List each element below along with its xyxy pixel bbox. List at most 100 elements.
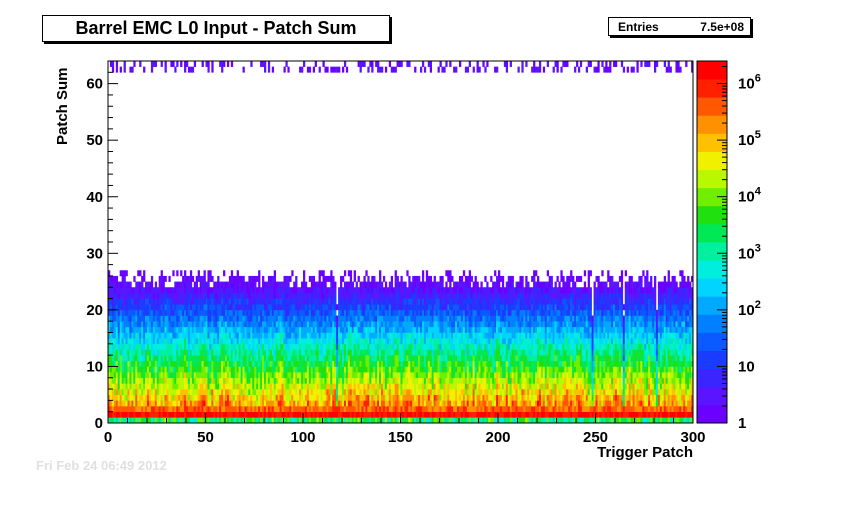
heatmap-cell (121, 372, 124, 379)
heatmap-cell (244, 343, 247, 350)
heatmap-cell (402, 309, 405, 316)
heatmap-cell (240, 394, 243, 401)
heatmap-cell (232, 304, 236, 311)
heatmap-cell (457, 338, 460, 345)
heatmap-cell (459, 292, 462, 299)
heatmap-cell (108, 292, 111, 299)
heatmap-cell (121, 287, 124, 294)
heatmap-cell (429, 66, 432, 73)
heatmap-cell (187, 343, 191, 350)
heatmap-cell (228, 315, 232, 322)
heatmap-cell (152, 304, 156, 311)
heatmap-cell (373, 298, 376, 305)
heatmap-cell (182, 372, 185, 379)
heatmap-cell (256, 400, 259, 407)
heatmap-cell (109, 326, 113, 333)
heatmap-cell (449, 406, 452, 412)
heatmap-cell (264, 372, 267, 379)
heatmap-cell (361, 366, 364, 373)
heatmap-cell (189, 360, 193, 367)
heatmap-cell (320, 400, 323, 407)
heatmap-cell (347, 270, 351, 277)
heatmap-cell (318, 270, 321, 277)
heatmap-cell (457, 372, 460, 379)
heatmap-cell (381, 304, 384, 311)
heatmap-cell (390, 321, 393, 328)
heatmap-cell (373, 360, 376, 367)
heatmap-cell (423, 417, 427, 424)
heatmap-cell (275, 287, 278, 294)
heatmap-cell (441, 304, 444, 311)
heatmap-cell (462, 292, 466, 299)
heatmap-cell (384, 338, 388, 345)
heatmap-cell (451, 275, 454, 282)
heatmap-cell (322, 372, 325, 379)
heatmap-cell (267, 275, 271, 282)
heatmap-cell (244, 281, 247, 288)
heatmap-cell (121, 394, 124, 401)
heatmap-cell (264, 417, 267, 424)
heatmap-cell (215, 400, 218, 407)
heatmap-cell (281, 377, 284, 384)
heatmap-cell (404, 411, 407, 418)
heatmap-cell (340, 400, 343, 407)
heatmap-cell (478, 383, 481, 390)
heatmap-cell (365, 383, 368, 390)
heatmap-cell (388, 287, 392, 294)
heatmap-cell (295, 321, 298, 328)
heatmap-cell (351, 321, 354, 328)
heatmap-cell (418, 389, 421, 396)
heatmap-cell (361, 321, 364, 328)
heatmap-cell (334, 326, 337, 333)
heatmap-cell (275, 332, 278, 339)
heatmap-cell (312, 383, 315, 390)
heatmap-cell (308, 360, 312, 367)
heatmap-cell (248, 400, 251, 407)
heatmap-cell (328, 394, 331, 401)
heatmap-cell (152, 377, 156, 384)
heatmap-cell (211, 315, 214, 322)
heatmap-cell (361, 338, 364, 345)
heatmap-cell (246, 309, 249, 316)
heatmap-cell (303, 270, 306, 277)
heatmap-cell (392, 349, 395, 356)
heatmap-cell (349, 377, 353, 384)
heatmap-cell (361, 309, 364, 316)
heatmap-cell (154, 298, 158, 305)
heatmap-cell (256, 360, 259, 367)
heatmap-cell (466, 287, 470, 294)
heatmap-cell (472, 66, 475, 73)
heatmap-cell (273, 355, 276, 362)
heatmap-cell (267, 406, 271, 412)
heatmap-cell (355, 394, 358, 401)
heatmap-cell (396, 292, 399, 299)
heatmap-cell (445, 394, 448, 401)
heatmap-cell (207, 304, 210, 311)
heatmap-cell (283, 309, 286, 316)
heatmap-cell (244, 326, 247, 333)
heatmap-cell (476, 406, 479, 412)
heatmap-cell (390, 66, 393, 73)
heatmap-cell (365, 304, 368, 311)
heatmap-cell (260, 417, 263, 424)
heatmap-cell (182, 332, 185, 339)
heatmap-cell (314, 315, 317, 322)
heatmap-cell (338, 338, 341, 345)
heatmap-cell (291, 383, 294, 390)
heatmap-cell (476, 298, 479, 305)
heatmap-cell (421, 321, 425, 328)
heatmap-cell (326, 400, 329, 407)
heatmap-cell (180, 360, 183, 367)
heatmap-cell (310, 383, 314, 390)
heatmap-cell (390, 309, 393, 316)
heatmap-cell (338, 355, 341, 362)
heatmap-cell (404, 417, 407, 424)
heatmap-cell (414, 315, 417, 322)
heatmap-cell (195, 281, 198, 288)
heatmap-cell (433, 355, 436, 362)
heatmap-cell (478, 360, 481, 367)
heatmap-cell (375, 309, 378, 316)
heatmap-cell (133, 321, 136, 328)
heatmap-cell (279, 298, 282, 305)
heatmap-cell (427, 355, 431, 362)
